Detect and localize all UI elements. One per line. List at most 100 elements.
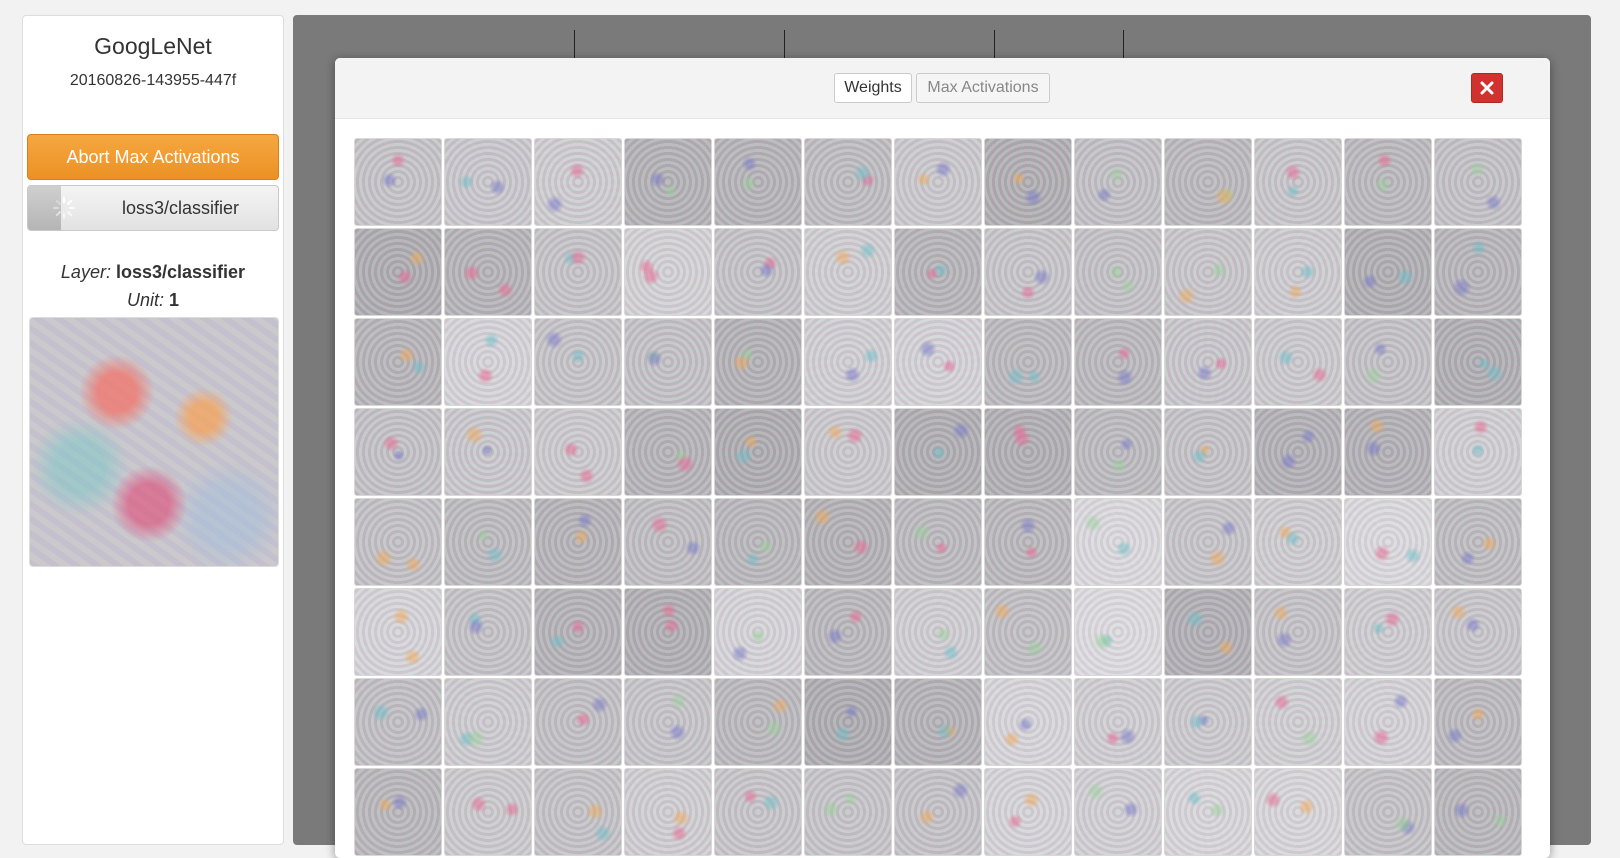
weight-tile[interactable] (1074, 138, 1162, 226)
weight-tile[interactable] (1254, 408, 1342, 496)
weight-tile[interactable] (1254, 588, 1342, 676)
weight-tile[interactable] (534, 318, 622, 406)
weight-tile[interactable] (1434, 138, 1522, 226)
weight-tile[interactable] (1164, 228, 1252, 316)
weight-tile[interactable] (354, 588, 442, 676)
weight-tile[interactable] (624, 588, 712, 676)
weight-tile[interactable] (624, 678, 712, 766)
weight-tile[interactable] (714, 228, 802, 316)
weight-tile[interactable] (624, 228, 712, 316)
weight-tile[interactable] (1344, 678, 1432, 766)
weight-tile[interactable] (894, 408, 982, 496)
weight-tile[interactable] (534, 228, 622, 316)
weight-tile[interactable] (1344, 228, 1432, 316)
weight-tile[interactable] (624, 408, 712, 496)
weight-tile[interactable] (534, 768, 622, 856)
weight-tile[interactable] (1164, 498, 1252, 586)
weight-tile[interactable] (624, 138, 712, 226)
weight-tile[interactable] (1434, 768, 1522, 856)
weight-tile[interactable] (714, 138, 802, 226)
weight-tile[interactable] (984, 678, 1072, 766)
weight-tile[interactable] (894, 588, 982, 676)
close-button[interactable] (1471, 73, 1503, 103)
weight-tile[interactable] (984, 318, 1072, 406)
weight-tile[interactable] (1164, 588, 1252, 676)
weight-tile[interactable] (804, 768, 892, 856)
weight-tile[interactable] (714, 408, 802, 496)
weight-tile[interactable] (804, 498, 892, 586)
weight-tile[interactable] (1164, 408, 1252, 496)
weight-tile[interactable] (714, 768, 802, 856)
weight-tile[interactable] (1344, 138, 1432, 226)
weight-tile[interactable] (1074, 408, 1162, 496)
weight-tile[interactable] (534, 498, 622, 586)
weight-tile[interactable] (894, 318, 982, 406)
weight-tile[interactable] (1254, 498, 1342, 586)
weight-tile[interactable] (1434, 408, 1522, 496)
weight-tile[interactable] (354, 228, 442, 316)
weight-tile[interactable] (1254, 228, 1342, 316)
weight-tile[interactable] (444, 228, 532, 316)
weight-tile[interactable] (894, 768, 982, 856)
weight-tile[interactable] (984, 408, 1072, 496)
weight-tile[interactable] (804, 318, 892, 406)
weight-tile[interactable] (1344, 318, 1432, 406)
weight-tile[interactable] (804, 678, 892, 766)
weight-tile[interactable] (1254, 678, 1342, 766)
weight-tile[interactable] (534, 408, 622, 496)
weight-tile[interactable] (1254, 768, 1342, 856)
weight-tile[interactable] (804, 408, 892, 496)
weight-tile[interactable] (354, 498, 442, 586)
weight-tile[interactable] (984, 768, 1072, 856)
weight-tile[interactable] (1434, 498, 1522, 586)
weight-tile[interactable] (1434, 588, 1522, 676)
weight-tile[interactable] (714, 498, 802, 586)
weight-tile[interactable] (714, 678, 802, 766)
weight-tile[interactable] (534, 588, 622, 676)
weight-tile[interactable] (444, 498, 532, 586)
weight-tile[interactable] (354, 138, 442, 226)
weight-tile[interactable] (894, 228, 982, 316)
weight-tile[interactable] (354, 768, 442, 856)
weight-tile[interactable] (354, 408, 442, 496)
weight-tile[interactable] (1164, 768, 1252, 856)
weight-tile[interactable] (354, 678, 442, 766)
weight-tile[interactable] (1434, 228, 1522, 316)
weight-tile[interactable] (804, 138, 892, 226)
weight-tile[interactable] (984, 498, 1072, 586)
weight-tile[interactable] (444, 678, 532, 766)
weight-tile[interactable] (444, 318, 532, 406)
weight-tile[interactable] (1254, 318, 1342, 406)
weight-tile[interactable] (444, 408, 532, 496)
weight-tile[interactable] (1074, 768, 1162, 856)
tab-max-activations[interactable]: Max Activations (916, 73, 1050, 103)
weight-tile[interactable] (984, 138, 1072, 226)
weight-tile[interactable] (894, 138, 982, 226)
weight-tile[interactable] (624, 768, 712, 856)
weight-tile[interactable] (624, 498, 712, 586)
weight-tile[interactable] (444, 138, 532, 226)
weight-tile[interactable] (534, 138, 622, 226)
weight-tile[interactable] (1074, 678, 1162, 766)
weight-tile[interactable] (1344, 588, 1432, 676)
weight-tile[interactable] (1434, 318, 1522, 406)
weight-tile[interactable] (1344, 498, 1432, 586)
weight-tile[interactable] (1434, 678, 1522, 766)
weight-tile[interactable] (894, 498, 982, 586)
weight-tile[interactable] (804, 588, 892, 676)
weight-tile[interactable] (714, 318, 802, 406)
weight-tile[interactable] (984, 228, 1072, 316)
weight-tile[interactable] (1164, 138, 1252, 226)
weight-tile[interactable] (894, 678, 982, 766)
weight-tile[interactable] (1074, 588, 1162, 676)
weight-tile[interactable] (1164, 318, 1252, 406)
tab-weights[interactable]: Weights (834, 73, 912, 103)
weight-tile[interactable] (1074, 498, 1162, 586)
weight-tile[interactable] (804, 228, 892, 316)
weight-tile[interactable] (354, 318, 442, 406)
weight-tile[interactable] (1074, 318, 1162, 406)
weight-tile[interactable] (1344, 408, 1432, 496)
weight-tile[interactable] (624, 318, 712, 406)
weight-tile[interactable] (1254, 138, 1342, 226)
weight-tile[interactable] (1074, 228, 1162, 316)
